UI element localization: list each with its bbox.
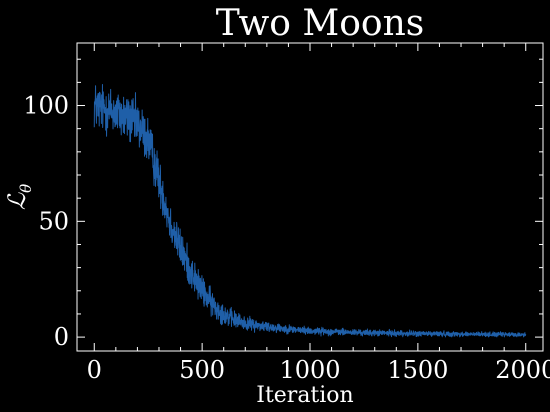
- x-tick-label: 500: [179, 356, 225, 384]
- ticks-layer: [77, 43, 543, 351]
- chart-title: Two Moons: [216, 3, 425, 44]
- y-axis-label-subscript: θ: [17, 184, 35, 193]
- x-tick-label: 1000: [279, 356, 340, 384]
- x-axis-label: Iteration: [256, 383, 353, 408]
- y-tick-label: 0: [54, 323, 69, 351]
- series-layer: [93, 84, 527, 338]
- plot-frame: [76, 42, 544, 352]
- y-axis-label: ℒθ: [3, 184, 35, 210]
- x-tick-label: 0: [87, 356, 102, 384]
- y-tick-label: 50: [38, 207, 69, 235]
- x-tick-label: 2000: [495, 356, 550, 384]
- tick-labels-layer: 0 500 1000 1500 2000 0 50 100: [23, 92, 550, 384]
- y-tick-label: 100: [23, 92, 69, 120]
- series-line-0: [93, 84, 527, 338]
- x-tick-label: 1500: [387, 356, 448, 384]
- y-axis-label-symbol: ℒ: [3, 192, 31, 210]
